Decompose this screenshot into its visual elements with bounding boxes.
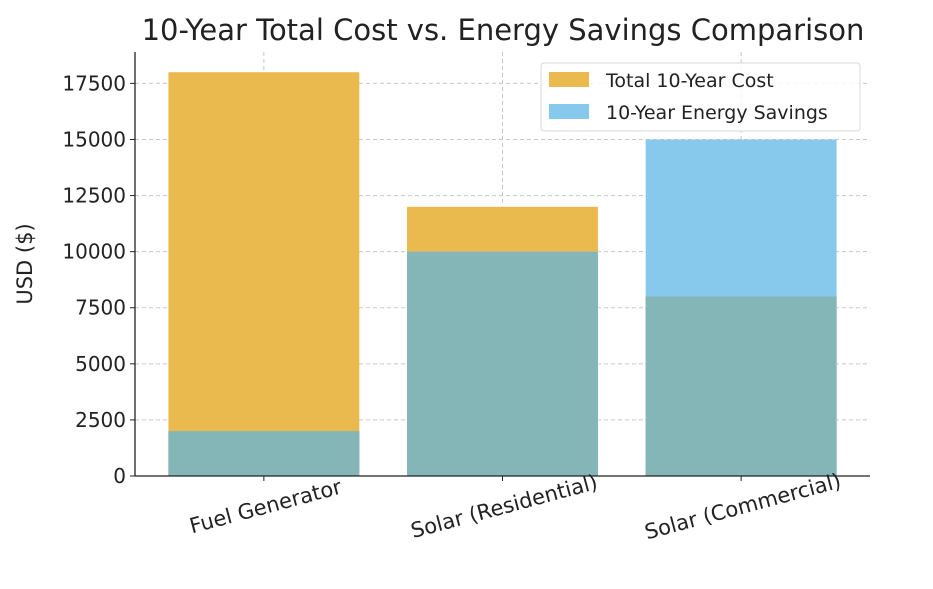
y-tick-label: 12500 — [62, 184, 126, 208]
y-tick-label: 15000 — [62, 127, 126, 151]
y-tick-label: 17500 — [62, 71, 126, 95]
bar-overlap — [168, 431, 360, 476]
legend-label: Total 10-Year Cost — [605, 70, 774, 92]
legend-label: 10-Year Energy Savings — [606, 102, 828, 124]
x-tick-label: Solar (Commercial) — [642, 469, 844, 545]
y-tick-label: 7500 — [75, 296, 126, 320]
bar-total-cost — [168, 72, 360, 476]
y-tick-label: 0 — [113, 464, 126, 488]
x-tick-label: Solar (Residential) — [408, 470, 600, 543]
bar-overlap — [407, 251, 598, 476]
chart-title: 10-Year Total Cost vs. Energy Savings Co… — [142, 13, 865, 47]
y-tick-label: 5000 — [75, 352, 126, 376]
legend-swatch — [549, 104, 589, 119]
legend-swatch — [549, 72, 589, 87]
bar-overlap — [645, 296, 837, 476]
y-axis-label: USD ($) — [13, 223, 37, 304]
legend: Total 10-Year Cost 10-Year Energy Savings — [540, 62, 861, 132]
x-tick-label: Fuel Generator — [187, 475, 345, 539]
y-tick-label: 2500 — [75, 408, 126, 432]
y-tick-label: 10000 — [62, 240, 126, 264]
legend-box — [540, 62, 861, 132]
